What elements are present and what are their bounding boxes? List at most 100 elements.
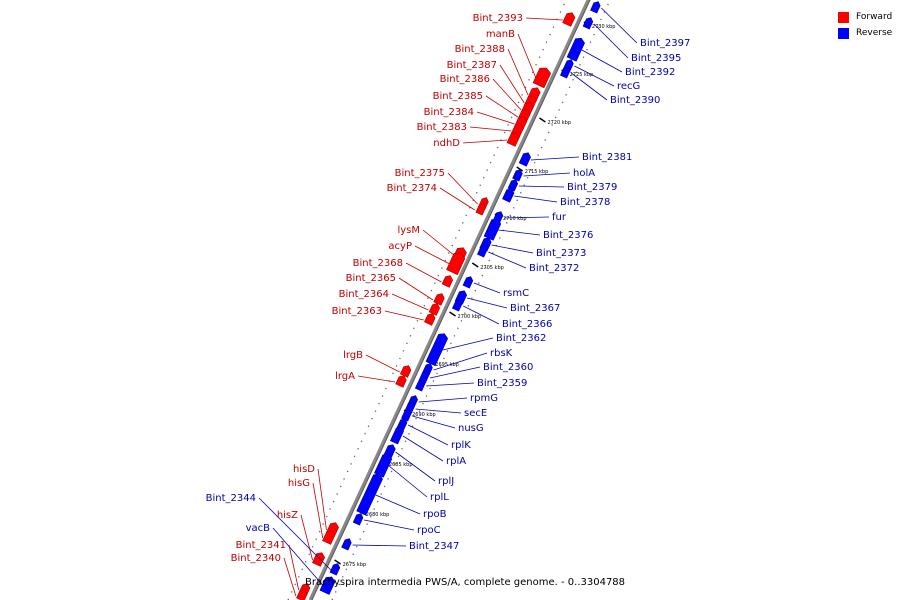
gene-label-bint-2372: Bint_2372 [529,263,579,274]
reverse-gene-block [560,66,571,79]
reverse-gene-block [414,379,426,392]
gene-label-rpmg: rpmG [470,393,498,404]
gene-label-bint-2397: Bint_2397 [640,38,690,49]
leader-lrgb [365,354,400,373]
dotted-guide-right [331,0,611,600]
leader-bint-2360 [429,366,481,379]
forward-gene-block [506,132,520,147]
gene-label-bint-2368: Bint_2368 [353,258,403,269]
gene-label-bint-2340: Bint_2340 [231,553,281,564]
leader-fur [504,216,550,219]
gene-label-bint-2384: Bint_2384 [424,107,474,118]
reverse-gene-block [502,188,515,203]
leader-rplk [407,424,449,446]
reverse-gene-block [512,169,523,182]
leader-acyp [414,245,450,265]
reverse-gene-block [425,333,449,367]
forward-gene-block [475,203,486,216]
leader-bint-2374 [439,187,475,211]
label-leader-lines [258,7,638,597]
leader-bint-2384 [476,111,515,125]
gene-label-bint-2379: Bint_2379 [567,182,617,193]
gene-label-bint-2386: Bint_2386 [440,74,490,85]
kbp-tick-label: 2685 kbp [389,462,413,468]
leader-rpob [375,494,421,515]
reverse-gene-block [390,426,404,445]
gene-label-bint-2374: Bint_2374 [387,183,437,194]
reverse-gene-block [518,152,531,167]
reverse-gene-block [341,538,352,551]
legend-item-forward: Forward [838,9,892,25]
gene-label-hola: holA [573,168,595,179]
leader-rpmg [418,397,468,403]
forward-gene-block [312,552,326,567]
leader-vacb [272,527,324,587]
legend-swatch-forward [838,11,849,23]
backbone-shadow [311,0,591,600]
reverse-gene-block [477,245,488,258]
leader-bint-2378 [514,195,558,203]
leader-bint-2344 [258,497,332,571]
leader-hisd [317,468,327,531]
forward-gene-block [433,293,445,306]
leader-bint-2379 [518,185,565,188]
leader-bint-2386 [492,78,522,111]
leader-manb [517,33,537,79]
gene-label-bint-2378: Bint_2378 [560,197,610,208]
gene-label-bint-2393: Bint_2393 [473,13,523,24]
gene-label-rplk: rplK [451,440,471,451]
gene-label-lrgb: lrgB [343,350,363,361]
reverse-gene-block [352,513,364,526]
reverse-gene-block [582,17,594,30]
gene-label-hisg: hisG [288,478,310,489]
gene-label-hisd: hisD [293,464,315,475]
leader-bint-2365 [398,277,434,301]
gene-label-bint-2392: Bint_2392 [625,67,675,78]
gene-label-bint-2362: Bint_2362 [496,333,546,344]
gene-label-lrga: lrgA [335,371,355,382]
leader-bint-2362 [442,337,494,351]
leader-bint-2376 [498,229,541,236]
forward-gene-block [296,589,308,600]
gene-label-nusg: nusG [458,423,484,434]
leader-hisz [300,514,313,561]
leader-rbsk [433,352,488,371]
leader-rpla [402,435,444,462]
forward-gene-block [562,12,576,27]
kbp-tick-label: 2720 kbp [547,120,571,126]
gene-label-bint-2387: Bint_2387 [447,60,497,71]
gene-label-hisz: hisZ [277,510,298,521]
gene-label-rbsk: rbsK [490,348,513,359]
legend-item-reverse: Reverse [838,25,892,41]
legend-swatch-reverse [838,27,849,39]
gene-label-bint-2363: Bint_2363 [332,306,382,317]
leader-bint-2381 [530,156,580,161]
kbp-tick-label: 2680 kbp [366,512,390,518]
forward-gene-block [399,365,412,378]
reverse-gene-block [590,1,601,14]
reverse-gene-block [374,453,393,478]
gene-label-bint-2341: Bint_2341 [236,540,286,551]
gene-label-bint-2390: Bint_2390 [610,95,660,106]
forward-gene-block [428,303,441,316]
kbp-tick-label: 2690 kbp [412,412,436,418]
kbp-tick-label: 2700 kbp [458,314,482,320]
gene-label-bint-2373: Bint_2373 [536,248,586,259]
leader-bint-2359 [426,382,475,387]
leader-bint-2393 [525,17,563,21]
gene-label-recg: recG [617,81,640,92]
gene-label-bint-2395: Bint_2395 [631,53,681,64]
gene-label-acyp: acyP [388,241,412,252]
dotted-guide-left [287,0,567,600]
genome-caption: Brachyspira intermedia PWS/A, complete g… [305,577,626,588]
leader-lrga [357,375,396,383]
gene-label-rpob: rpoB [423,509,447,520]
reverse-gene-block [483,218,502,241]
backbone-line [308,0,590,600]
gene-label-bint-2385: Bint_2385 [433,91,483,102]
kbp-tick-label: 2725 kbp [570,72,594,78]
leader-bint-2383 [469,126,512,132]
kbp-tick-label: 2715 kbp [525,169,549,175]
gene-label-lysm: lysM [397,225,420,236]
forward-gene-block [395,375,407,388]
